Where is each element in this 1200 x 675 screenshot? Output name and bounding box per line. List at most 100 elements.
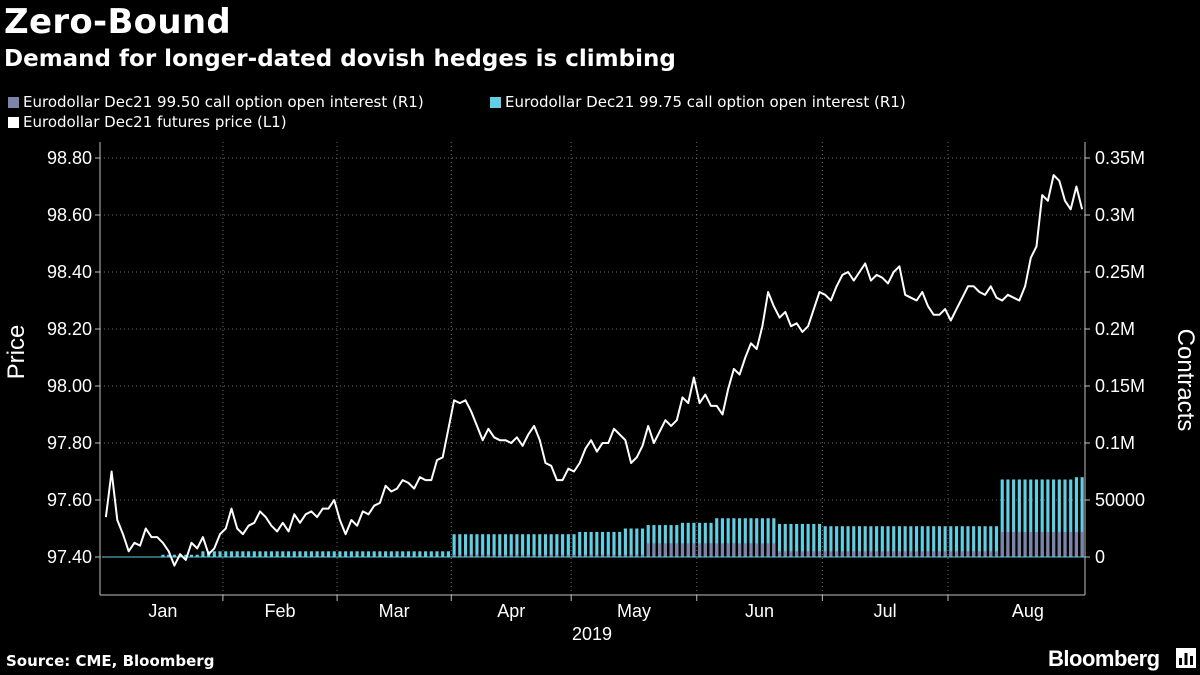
bar-99-75 xyxy=(315,551,319,557)
bar-99-75 xyxy=(201,551,205,557)
bar-99-75 xyxy=(486,534,490,557)
bar-99-75 xyxy=(623,528,627,557)
bar-99-75 xyxy=(720,518,725,557)
chart-subtitle: Demand for longer-dated dovish hedges is… xyxy=(4,46,676,72)
bar-99-75 xyxy=(595,531,599,557)
bar-99-75 xyxy=(572,534,576,557)
left-tick-label: 97.80 xyxy=(47,433,92,453)
bar-99-75 xyxy=(458,534,462,557)
bar-99-50 xyxy=(817,551,822,557)
x-tick-label: Jan xyxy=(148,601,177,621)
x-tick-label: Jun xyxy=(745,601,774,621)
bar-99-75 xyxy=(760,518,764,557)
bar-99-75 xyxy=(275,551,279,557)
bar-99-50 xyxy=(812,551,816,557)
bar-99-75 xyxy=(515,534,519,557)
bar-99-50 xyxy=(1063,531,1067,557)
bar-99-50 xyxy=(840,551,844,557)
bar-99-75 xyxy=(618,531,622,557)
bar-99-75 xyxy=(1069,479,1073,557)
bar-99-50 xyxy=(909,551,913,557)
bar-99-75 xyxy=(298,551,302,557)
bar-99-50 xyxy=(658,543,662,557)
legend-label-99-75: Eurodollar Dec21 99.75 call option open … xyxy=(505,93,906,111)
bar-99-75 xyxy=(498,534,502,557)
bar-99-75 xyxy=(446,551,450,557)
bar-99-75 xyxy=(481,534,485,557)
bar-99-50 xyxy=(566,554,570,557)
bar-99-75 xyxy=(1000,479,1004,557)
bar-99-75 xyxy=(857,526,862,557)
bar-99-75 xyxy=(549,534,553,557)
bar-99-50 xyxy=(846,551,850,557)
bar-99-75 xyxy=(589,531,593,557)
bar-99-75 xyxy=(966,526,970,557)
bar-99-75 xyxy=(167,554,171,557)
bar-99-50 xyxy=(600,554,605,557)
bar-99-75 xyxy=(344,551,348,557)
bar-99-75 xyxy=(915,526,919,557)
left-tick-label: 97.40 xyxy=(47,547,92,567)
bar-99-75 xyxy=(669,525,673,557)
bar-99-75 xyxy=(509,534,513,557)
bar-99-75 xyxy=(743,518,747,557)
bar-99-50 xyxy=(738,543,742,557)
bar-99-75 xyxy=(332,551,336,557)
bar-99-50 xyxy=(515,554,519,557)
bar-99-50 xyxy=(852,551,856,557)
x-axis-year-label: 2019 xyxy=(572,624,612,644)
bar-99-50 xyxy=(977,551,981,557)
bar-99-75 xyxy=(406,551,411,557)
right-tick-label: 0.25M xyxy=(1095,262,1145,282)
bar-99-75 xyxy=(1012,479,1016,557)
bar-99-50 xyxy=(669,543,673,557)
bar-99-75 xyxy=(926,526,930,557)
left-tick-label: 98.20 xyxy=(47,319,92,339)
bar-99-75 xyxy=(401,551,405,557)
bar-99-75 xyxy=(920,526,924,557)
x-tick-label: Apr xyxy=(497,601,525,621)
bar-99-75 xyxy=(612,531,616,557)
bar-99-75 xyxy=(766,518,770,557)
bar-99-75 xyxy=(463,534,468,557)
bar-99-75 xyxy=(1080,477,1084,557)
bar-99-75 xyxy=(578,531,582,557)
bar-99-75 xyxy=(606,531,610,557)
right-axis-title: Contracts xyxy=(1172,329,1199,432)
bar-99-75 xyxy=(635,528,639,557)
bar-99-75 xyxy=(1017,479,1021,557)
bar-99-75 xyxy=(875,526,879,557)
bar-99-75 xyxy=(600,531,605,557)
bar-99-50 xyxy=(954,551,959,557)
right-tick-label: 0.15M xyxy=(1095,376,1145,396)
bar-99-50 xyxy=(749,543,753,557)
price-line xyxy=(104,174,1084,567)
bar-99-50 xyxy=(458,554,462,557)
bar-99-75 xyxy=(309,551,313,557)
bar-99-75 xyxy=(566,534,570,557)
bar-99-75 xyxy=(789,523,793,557)
bar-99-50 xyxy=(972,551,976,557)
bar-99-50 xyxy=(777,551,782,557)
bar-99-50 xyxy=(937,551,941,557)
bar-99-50 xyxy=(869,551,873,557)
bar-99-75 xyxy=(749,518,753,557)
bar-99-75 xyxy=(932,526,936,557)
bar-99-75 xyxy=(960,526,964,557)
bar-99-75 xyxy=(492,534,496,557)
bar-99-75 xyxy=(229,551,234,557)
bar-99-50 xyxy=(1040,531,1044,557)
bar-99-75 xyxy=(429,551,433,557)
left-tick-label: 98.00 xyxy=(47,376,92,396)
bar-99-75 xyxy=(709,522,713,557)
bar-99-75 xyxy=(954,526,959,557)
bar-99-75 xyxy=(555,534,559,557)
bar-99-75 xyxy=(366,551,371,557)
bar-99-50 xyxy=(538,554,542,557)
bar-99-50 xyxy=(863,551,867,557)
bar-99-50 xyxy=(1012,531,1016,557)
bar-99-75 xyxy=(629,528,633,557)
left-axis-title: Price xyxy=(3,325,30,380)
bar-99-75 xyxy=(726,518,730,557)
bar-99-50 xyxy=(692,543,696,557)
